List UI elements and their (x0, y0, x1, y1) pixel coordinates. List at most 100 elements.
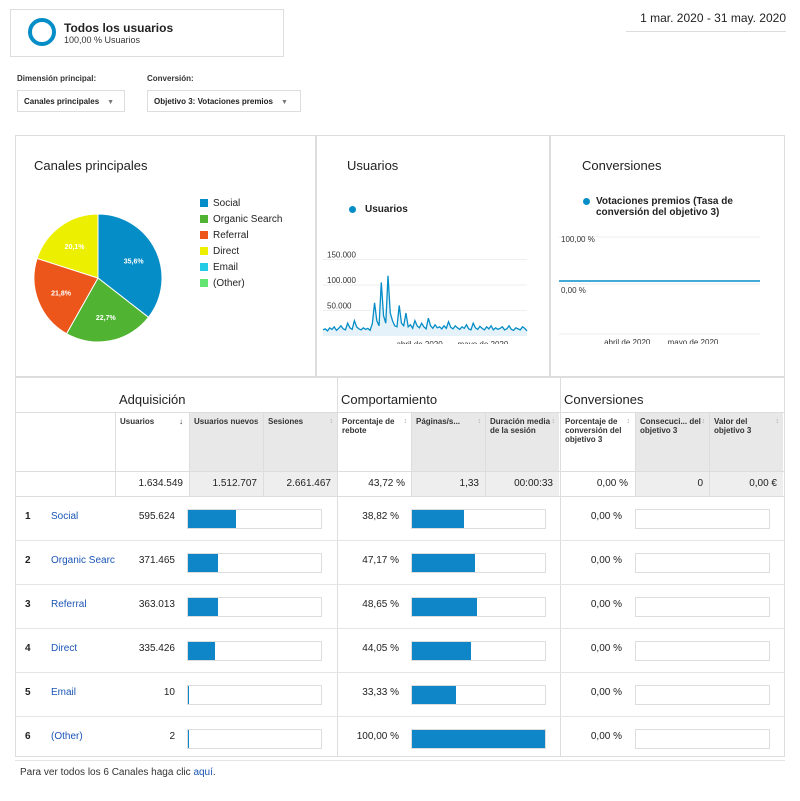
total-value: 1.512.707 (189, 472, 263, 496)
sort-icon[interactable]: ↕ (626, 418, 631, 425)
users-series-line[interactable] (323, 275, 528, 332)
column-header[interactable]: Porcentaje de rebote ↕ (337, 413, 411, 471)
row-channel-link[interactable]: (Other) (51, 731, 83, 742)
total-value: 0,00 % (560, 472, 634, 496)
users-bar-fill (188, 642, 216, 660)
sort-icon[interactable]: ↕ (775, 418, 780, 425)
row-channel-link[interactable]: Referral (51, 599, 87, 610)
row-channel-link[interactable]: Organic Search (51, 555, 115, 566)
legend-label: (Other) (213, 277, 245, 289)
divider (15, 412, 785, 413)
row-bounce: 44,05 % (362, 643, 399, 654)
column-header[interactable]: Consecuci... del objetivo 3 ↕ (635, 413, 709, 471)
pie-slice-direct[interactable] (36, 213, 99, 279)
row-bounce: 38,82 % (362, 511, 399, 522)
pie-slice-referral[interactable] (33, 257, 99, 335)
footer-text: Para ver todos los 6 Canales haga clic a… (20, 767, 216, 778)
row-channel-link[interactable]: Direct (51, 643, 78, 654)
legend-label: Direct (213, 245, 240, 257)
users-panel: Usuarios Usuarios 150.000 100.000 50.000 ab… (316, 135, 550, 377)
column-header[interactable]: Usuarios nuevos ↕ (189, 413, 263, 471)
y-tick-label: 0,00 % (561, 286, 586, 295)
row-number: 6 (25, 731, 31, 742)
table-row[interactable]: 6 (Other) 2 100,00 % 0,00 % (15, 717, 785, 761)
segment-card[interactable]: Todos los usuarios 100,00 % Usuarios (10, 9, 284, 57)
footer-link[interactable]: aquí (193, 767, 213, 778)
users-bar-fill (188, 510, 236, 528)
bounce-bar-fill (412, 686, 457, 704)
bounce-bar (411, 553, 546, 573)
users-bar (187, 509, 322, 529)
sort-icon[interactable]: ↕ (255, 418, 260, 425)
conversion-dropdown[interactable]: Objetivo 3: Votaciones premios ▼ (147, 90, 301, 112)
pie-slice-organicsearch[interactable] (65, 277, 150, 343)
row-bounce: 100,00 % (356, 731, 399, 742)
pie-slice-label: 21,8% (51, 290, 72, 297)
row-channel-link[interactable]: Email (51, 687, 77, 698)
footer-end: . (212, 767, 216, 778)
row-channel-link[interactable]: Social (51, 511, 79, 522)
pie-legend: Social Organic Search Referral Direct Email (… (200, 195, 282, 291)
primary-dimension-value: Canales principales (24, 97, 100, 106)
sort-arrow-icon[interactable]: ↓ (179, 417, 183, 426)
divider (337, 377, 338, 757)
column-header[interactable]: Porcentaje de conversión del objetivo 3 ↕ (560, 413, 634, 471)
column-header[interactable]: Páginas/s... ↕ (411, 413, 485, 471)
users-area-chart: 150.000 100.000 50.000 abril de 2020 mayo de… (323, 251, 528, 344)
column-header-label: Consecuci... del objetivo 3 (640, 417, 701, 435)
conversion-bar (635, 597, 770, 617)
sort-icon[interactable]: ↕ (551, 418, 556, 425)
pie-slice-social[interactable] (97, 213, 163, 319)
legend-item[interactable]: Social (200, 195, 282, 211)
table-row[interactable]: 2 Organic Search 371.465 47,17 % 0,00 % (15, 541, 785, 585)
bounce-bar (411, 729, 546, 749)
pie-chart: 35,6% 22,7% 21,8% 20,1% (33, 213, 163, 343)
row-number: 4 (25, 643, 31, 654)
column-header[interactable]: Valor del objetivo 3 ↕ (709, 413, 783, 471)
row-bounce: 47,17 % (362, 555, 399, 566)
bounce-bar (411, 597, 546, 617)
table-row[interactable]: 5 Email 10 33,33 % 0,00 % (15, 673, 785, 717)
column-header[interactable]: Duración media de la sesión ↕ (485, 413, 559, 471)
y-tick-label: 100,00 % (561, 235, 595, 244)
pie-slice-label: 20,1% (65, 244, 86, 251)
sort-icon[interactable]: ↕ (329, 418, 334, 425)
users-bar (187, 685, 322, 705)
total-value: 0,00 € (709, 472, 783, 496)
row-bounce: 33,33 % (362, 687, 399, 698)
total-value: 1.634.549 (115, 472, 189, 496)
pie-panel: Canales principales 35,6% 22,7% 21,8% 20,1%… (15, 135, 316, 377)
users-bar (187, 641, 322, 661)
legend-item[interactable]: (Other) (200, 275, 282, 291)
table-row[interactable]: 1 Social 595.624 38,82 % 0,00 % (15, 497, 785, 541)
sort-icon[interactable]: ↕ (403, 418, 408, 425)
conversions-line-chart: 100,00 % 0,00 % abril de 2020 mayo de 2020 (559, 235, 760, 344)
legend-item[interactable]: Referral (200, 227, 282, 243)
legend-item[interactable]: Direct (200, 243, 282, 259)
pie-title: Canales principales (34, 158, 148, 173)
x-tick-label: mayo de 2020 (458, 340, 509, 344)
users-title: Usuarios (347, 158, 399, 173)
legend-item[interactable]: Organic Search (200, 211, 282, 227)
bounce-bar-fill (412, 510, 464, 528)
sort-icon[interactable]: ↕ (701, 418, 706, 425)
legend-item[interactable]: Email (200, 259, 282, 275)
column-header[interactable]: Usuarios ↓ (115, 413, 189, 471)
row-conversion: 0,00 % (590, 599, 622, 610)
segment-percent: 100,00 % Usuarios (64, 35, 141, 45)
segment-circle-icon (28, 18, 56, 46)
table-row[interactable]: 3 Referral 363.013 48,65 % 0,00 % (15, 585, 785, 629)
row-users: 363.013 (138, 599, 175, 610)
legend-dot-icon (349, 206, 356, 213)
users-legend-label: Usuarios (365, 204, 408, 215)
date-range-picker[interactable]: 1 mar. 2020 - 31 may. 2020 (626, 11, 786, 32)
table-row[interactable]: 4 Direct 335.426 44,05 % 0,00 % (15, 629, 785, 673)
row-number: 3 (25, 599, 31, 610)
column-header[interactable]: Sesiones ↕ (263, 413, 337, 471)
primary-dimension-dropdown[interactable]: Canales principales ▼ (17, 90, 125, 112)
legend-label: Social (213, 197, 241, 209)
row-number: 5 (25, 687, 31, 698)
sort-icon[interactable]: ↕ (477, 418, 482, 425)
footer-label: Para ver todos los 6 Canales haga clic (20, 767, 194, 778)
legend-swatch (200, 247, 208, 255)
